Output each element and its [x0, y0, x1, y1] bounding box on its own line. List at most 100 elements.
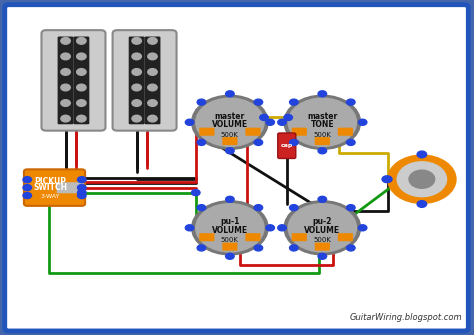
FancyBboxPatch shape — [338, 233, 353, 241]
Circle shape — [288, 98, 356, 146]
FancyBboxPatch shape — [246, 233, 261, 241]
Circle shape — [61, 53, 70, 60]
Text: VOLUME: VOLUME — [212, 226, 248, 235]
Circle shape — [290, 205, 298, 211]
FancyBboxPatch shape — [292, 233, 307, 241]
Circle shape — [290, 99, 298, 105]
Text: PICKUP: PICKUP — [34, 177, 66, 186]
Circle shape — [148, 53, 157, 60]
FancyBboxPatch shape — [222, 243, 237, 251]
Circle shape — [77, 193, 86, 199]
FancyBboxPatch shape — [73, 37, 89, 124]
Circle shape — [61, 100, 70, 107]
Circle shape — [254, 139, 263, 145]
Circle shape — [148, 69, 157, 75]
Circle shape — [148, 115, 157, 122]
Circle shape — [358, 119, 367, 125]
Circle shape — [132, 38, 141, 44]
Circle shape — [260, 115, 268, 121]
Circle shape — [346, 245, 355, 251]
Circle shape — [318, 91, 327, 97]
Circle shape — [23, 185, 32, 191]
Circle shape — [254, 245, 263, 251]
Circle shape — [318, 196, 327, 202]
FancyBboxPatch shape — [57, 182, 84, 187]
Circle shape — [77, 115, 86, 122]
Circle shape — [77, 84, 86, 91]
Circle shape — [290, 139, 298, 145]
Text: 3-WAY: 3-WAY — [40, 194, 60, 199]
Circle shape — [132, 53, 141, 60]
Circle shape — [196, 204, 264, 252]
Circle shape — [132, 69, 141, 75]
Circle shape — [148, 84, 157, 91]
Circle shape — [397, 162, 447, 197]
Circle shape — [266, 119, 274, 125]
Circle shape — [288, 204, 356, 252]
Circle shape — [148, 100, 157, 107]
Circle shape — [318, 148, 327, 154]
FancyBboxPatch shape — [24, 170, 85, 206]
Circle shape — [346, 139, 355, 145]
Circle shape — [197, 99, 206, 105]
Circle shape — [284, 95, 361, 149]
Circle shape — [417, 201, 427, 207]
Circle shape — [278, 119, 286, 125]
FancyBboxPatch shape — [246, 128, 261, 136]
Circle shape — [191, 201, 268, 255]
Text: pu-2: pu-2 — [313, 217, 332, 226]
FancyBboxPatch shape — [57, 186, 84, 190]
Circle shape — [346, 205, 355, 211]
Text: 500K: 500K — [221, 132, 239, 138]
FancyBboxPatch shape — [278, 133, 296, 158]
Circle shape — [226, 253, 234, 259]
Circle shape — [388, 155, 456, 203]
Circle shape — [23, 177, 32, 183]
Circle shape — [191, 95, 268, 149]
FancyBboxPatch shape — [292, 128, 307, 136]
Text: cap: cap — [281, 143, 293, 148]
Circle shape — [132, 84, 141, 91]
Circle shape — [254, 99, 263, 105]
FancyBboxPatch shape — [5, 5, 468, 331]
Circle shape — [61, 38, 70, 44]
Circle shape — [77, 100, 86, 107]
Circle shape — [196, 98, 264, 146]
Circle shape — [278, 225, 286, 231]
Circle shape — [197, 139, 206, 145]
Circle shape — [77, 190, 86, 196]
Circle shape — [185, 119, 194, 125]
FancyBboxPatch shape — [112, 30, 176, 131]
FancyBboxPatch shape — [145, 37, 160, 124]
Text: 500K: 500K — [221, 237, 239, 243]
Circle shape — [77, 69, 86, 75]
Circle shape — [318, 253, 327, 259]
Circle shape — [148, 38, 157, 44]
Circle shape — [358, 225, 367, 231]
Circle shape — [382, 176, 392, 183]
Circle shape — [226, 91, 234, 97]
FancyBboxPatch shape — [58, 37, 73, 124]
Circle shape — [383, 176, 392, 182]
FancyBboxPatch shape — [338, 128, 353, 136]
Text: VOLUME: VOLUME — [304, 226, 340, 235]
Circle shape — [417, 151, 427, 158]
FancyBboxPatch shape — [315, 137, 330, 145]
Circle shape — [61, 69, 70, 75]
Text: SWITCH: SWITCH — [33, 183, 67, 192]
FancyBboxPatch shape — [57, 189, 84, 193]
Text: 500K: 500K — [313, 237, 331, 243]
Text: TONE: TONE — [310, 120, 334, 129]
FancyBboxPatch shape — [129, 37, 145, 124]
Circle shape — [61, 84, 70, 91]
Circle shape — [266, 225, 274, 231]
Text: 500K: 500K — [313, 132, 331, 138]
FancyBboxPatch shape — [222, 137, 237, 145]
Circle shape — [226, 148, 234, 154]
Circle shape — [346, 99, 355, 105]
Text: GuitarWiring.blogspot.com: GuitarWiring.blogspot.com — [349, 313, 462, 322]
Circle shape — [226, 196, 234, 202]
Text: master: master — [307, 112, 337, 121]
Circle shape — [254, 205, 263, 211]
Circle shape — [61, 115, 70, 122]
